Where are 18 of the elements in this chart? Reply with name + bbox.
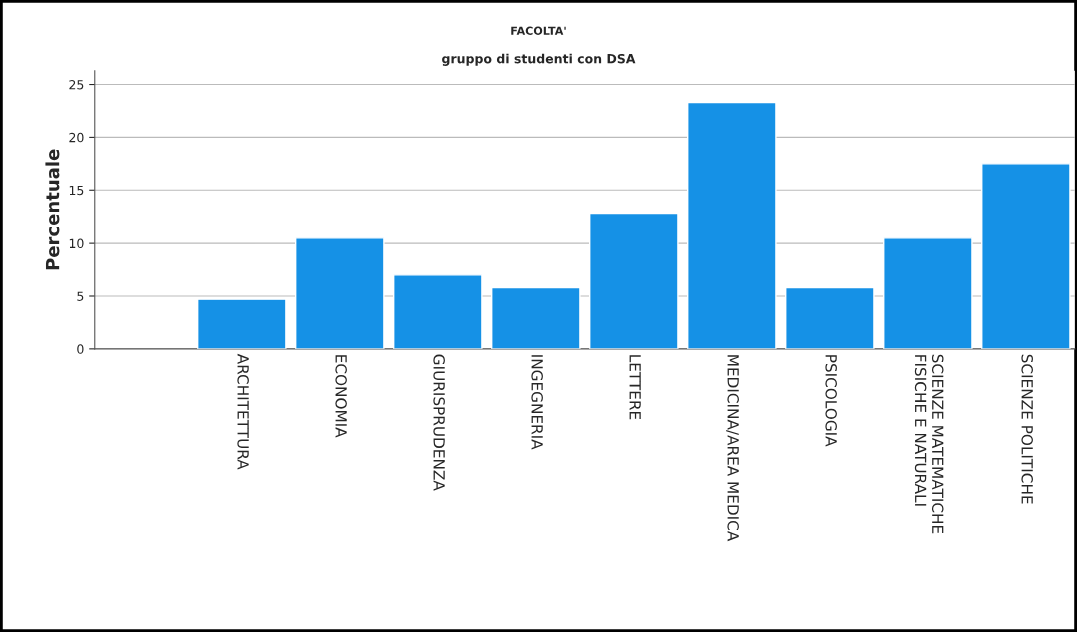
x-tick-label: PSICOLOGIA <box>825 355 837 447</box>
x-tick-label: SCIENZE MATEMATICHE FISICHE E NATURALI <box>914 354 944 534</box>
y-tick-label: 20 <box>69 132 84 143</box>
y-axis-title: Percentuale <box>45 149 60 270</box>
x-tick-label: MEDICINA/AREA MEDICA <box>726 355 739 542</box>
y-tick-label: 15 <box>69 185 84 196</box>
x-tick-label: ARCHITETTURA <box>237 353 249 470</box>
x-tick-label: GIURISPRUDENZA <box>433 354 445 491</box>
x-tick-label: LETTERE <box>629 355 641 420</box>
x-tick-label: SCIENZE POLITICHE <box>1021 354 1033 504</box>
chart-subtitle: gruppo di studenti con DSA <box>442 53 636 66</box>
chart-title: FACOLTA' <box>511 26 566 35</box>
x-tick-label: INGEGNERIA <box>531 355 543 450</box>
x-tick-label: ECONOMIA <box>335 355 347 438</box>
y-tick-label: 10 <box>69 238 84 249</box>
y-tick-label: 25 <box>69 80 84 90</box>
y-tick-label: 5 <box>77 291 84 301</box>
y-tick-label: 0 <box>77 344 84 354</box>
